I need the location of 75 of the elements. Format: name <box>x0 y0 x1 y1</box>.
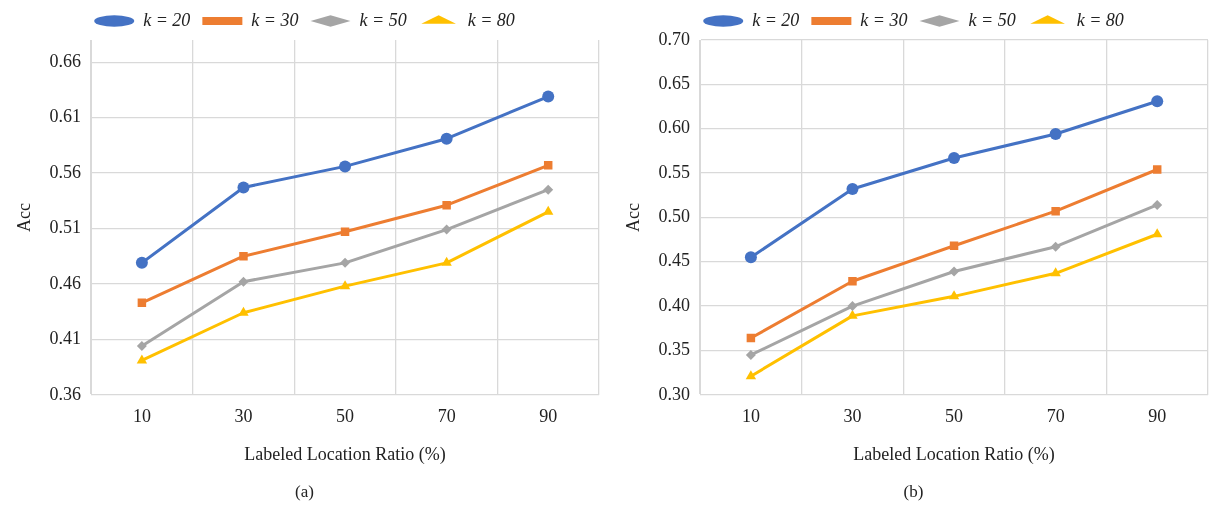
point <box>340 257 351 268</box>
y-axis-title: Acc <box>13 202 34 232</box>
legend-label: k = 30 <box>860 9 908 30</box>
point <box>1152 165 1162 174</box>
x-tick-label: 30 <box>843 406 862 427</box>
y-tick-label: 0.40 <box>658 294 691 315</box>
point <box>1050 267 1061 277</box>
point <box>239 251 248 261</box>
point <box>1152 199 1163 210</box>
point <box>847 309 858 319</box>
x-tick-label: 10 <box>741 406 760 427</box>
point <box>745 349 756 360</box>
point <box>1049 128 1062 141</box>
x-tick-label: 50 <box>945 406 964 427</box>
point <box>542 90 555 103</box>
y-tick-label: 0.30 <box>658 383 691 404</box>
x-axis-title: Labeled Location Ratio (%) <box>853 443 1055 465</box>
point <box>543 205 554 215</box>
y-tick-label: 0.56 <box>49 161 82 182</box>
y-tick-label: 0.70 <box>658 28 691 49</box>
point <box>238 306 249 316</box>
point <box>135 256 148 269</box>
x-tick-label: 70 <box>1046 406 1065 427</box>
legend-label: k = 50 <box>968 9 1016 30</box>
point <box>848 277 857 286</box>
point <box>440 132 453 145</box>
point <box>1051 206 1060 216</box>
point <box>238 276 249 287</box>
y-tick-label: 0.41 <box>49 328 82 349</box>
point <box>543 161 553 170</box>
point <box>442 200 451 210</box>
point <box>339 160 352 173</box>
legend-label: k = 80 <box>467 9 515 30</box>
x-tick-label: 70 <box>437 406 456 427</box>
y-tick-label: 0.66 <box>49 50 82 71</box>
y-tick-label: 0.65 <box>658 73 691 94</box>
point <box>339 280 351 290</box>
text: (a) <box>294 482 315 502</box>
x-tick-label: 90 <box>1148 406 1167 427</box>
legend-label: k = 80 <box>1076 9 1124 30</box>
point <box>846 183 859 196</box>
y-tick-label: 0.35 <box>658 339 691 360</box>
point <box>237 181 250 194</box>
point <box>948 151 961 164</box>
point <box>847 301 858 312</box>
x-tick-label: 90 <box>539 406 558 427</box>
legend-label: k = 20 <box>752 9 800 30</box>
point <box>949 266 960 277</box>
y-axis-title: Acc <box>622 202 643 232</box>
point <box>948 290 960 300</box>
point <box>441 256 452 266</box>
y-tick-label: 0.61 <box>49 106 82 127</box>
point <box>441 224 452 235</box>
y-tick-label: 0.36 <box>49 383 82 404</box>
x-axis-title: Labeled Location Ratio (%) <box>244 443 446 465</box>
legend-label: k = 20 <box>143 9 191 30</box>
x-tick-label: 30 <box>234 406 253 427</box>
x-tick-label: 10 <box>132 406 151 427</box>
y-tick-label: 0.46 <box>49 272 82 293</box>
y-tick-label: 0.60 <box>658 117 691 138</box>
legend-label: k = 30 <box>251 9 299 30</box>
x-tick-label: 50 <box>336 406 355 427</box>
legend-label: k = 50 <box>359 9 407 30</box>
y-tick-label: 0.50 <box>658 206 691 227</box>
point <box>1151 95 1164 108</box>
point <box>744 251 757 264</box>
point <box>136 341 147 352</box>
text: (b) <box>902 482 925 502</box>
y-tick-label: 0.55 <box>658 161 691 182</box>
y-tick-label: 0.45 <box>658 250 691 271</box>
y-tick-label: 0.51 <box>49 217 82 238</box>
point <box>543 184 554 195</box>
point <box>1050 241 1061 252</box>
point <box>1152 228 1163 238</box>
point <box>745 370 757 380</box>
